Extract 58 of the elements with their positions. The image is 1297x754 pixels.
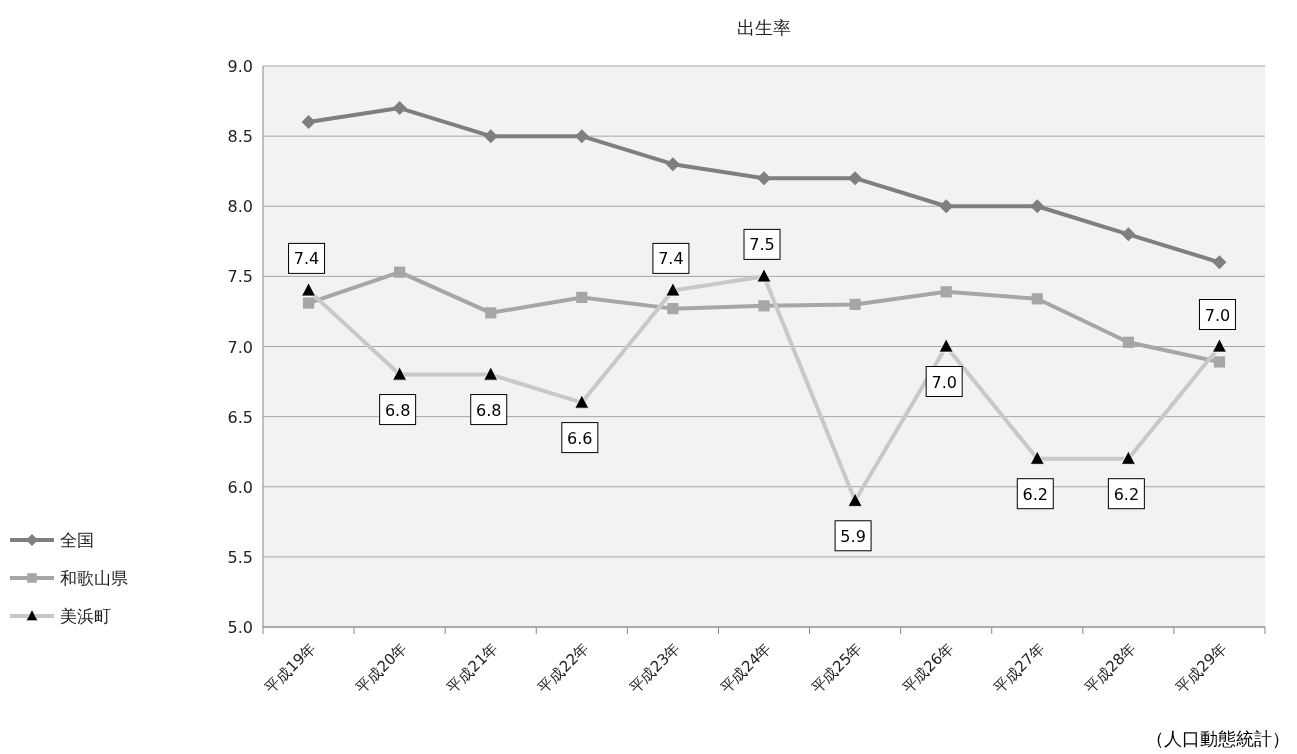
data-label: 6.2 bbox=[1022, 484, 1048, 504]
point bbox=[574, 129, 589, 144]
data-label: 7.0 bbox=[931, 372, 957, 392]
y-tick-label: 8.0 bbox=[227, 197, 253, 217]
point bbox=[1121, 227, 1136, 242]
data-label: 6.2 bbox=[1113, 484, 1140, 504]
x-tick-label: 平成21年 bbox=[443, 639, 502, 698]
data-label: 5.9 bbox=[840, 526, 866, 546]
x-tick-label: 平成27年 bbox=[990, 639, 1049, 698]
point bbox=[1212, 255, 1227, 270]
y-tick-label: 8.5 bbox=[227, 127, 253, 147]
point bbox=[848, 171, 863, 186]
x-tick-label: 平成28年 bbox=[1081, 639, 1140, 698]
data-label: 6.8 bbox=[476, 400, 502, 420]
point bbox=[667, 303, 679, 315]
chart-title: 出生率 bbox=[737, 17, 791, 38]
point bbox=[1030, 199, 1045, 214]
x-tick-label: 平成23年 bbox=[625, 639, 684, 698]
point bbox=[485, 307, 497, 319]
point bbox=[302, 297, 315, 309]
point bbox=[301, 115, 316, 130]
x-tick-label: 平成29年 bbox=[1172, 639, 1231, 698]
point bbox=[757, 171, 771, 186]
point bbox=[483, 129, 498, 144]
y-tick-label: 5.0 bbox=[227, 618, 253, 637]
data-label: 7.4 bbox=[658, 249, 684, 269]
text: （人口動態統計） bbox=[1146, 728, 1290, 749]
point bbox=[394, 266, 406, 278]
point bbox=[849, 298, 861, 311]
x-tick-label: 平成24年 bbox=[716, 639, 775, 698]
data-label: 7.5 bbox=[749, 235, 775, 255]
legend-label: 全国 bbox=[60, 530, 94, 550]
y-tick-label: 6.0 bbox=[227, 477, 253, 497]
y-tick-label: 7.0 bbox=[227, 337, 253, 357]
y-tick-label: 6.5 bbox=[227, 407, 253, 427]
legend-label: 和歌山県 bbox=[60, 568, 128, 588]
legend-label: 美浜町 bbox=[60, 606, 111, 626]
y-tick-label: 9.0 bbox=[227, 57, 253, 76]
data-label: 6.8 bbox=[384, 400, 411, 420]
point bbox=[1122, 336, 1134, 348]
data-label: 7.4 bbox=[293, 249, 320, 269]
x-tick-label: 平成26年 bbox=[898, 639, 958, 698]
point bbox=[758, 300, 770, 312]
y-tick-label: 7.5 bbox=[227, 267, 253, 287]
data-label: 7.0 bbox=[1204, 305, 1231, 325]
point bbox=[940, 286, 952, 298]
point bbox=[392, 101, 407, 116]
y-tick-label: 5.5 bbox=[227, 547, 253, 567]
point bbox=[939, 199, 954, 214]
data-label: 6.6 bbox=[567, 428, 593, 448]
point bbox=[1213, 356, 1226, 368]
point bbox=[1031, 293, 1043, 305]
x-tick-label: 平成20年 bbox=[352, 639, 411, 698]
x-tick-label: 平成25年 bbox=[807, 639, 866, 698]
point bbox=[576, 291, 588, 304]
x-tick-label: 平成22年 bbox=[534, 639, 593, 698]
point bbox=[665, 157, 680, 172]
x-tick-label: 平成19年 bbox=[261, 639, 320, 698]
